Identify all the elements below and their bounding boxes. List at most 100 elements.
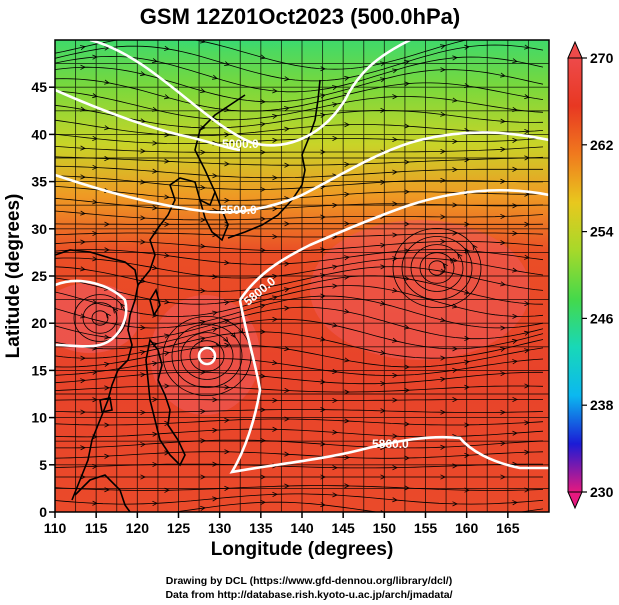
- streamline-arrow: [440, 317, 446, 323]
- y-tick-label: 25: [31, 268, 47, 284]
- streamline-arrow: [344, 454, 350, 460]
- streamline-arrow: [464, 44, 470, 50]
- streamline-arrow: [512, 313, 518, 319]
- streamline: [55, 223, 544, 225]
- streamline-arrow: [524, 383, 530, 389]
- streamline-arrow: [464, 384, 470, 390]
- streamline-arrow: [452, 97, 458, 103]
- streamline-arrow: [200, 125, 206, 131]
- streamline-arrow: [452, 167, 458, 173]
- contour-5800: [238, 188, 549, 301]
- colorbar-bottom-arrow: [567, 491, 583, 510]
- map-plot-area: 5000.0 5500.0 5800.0 5860.0: [55, 40, 549, 512]
- streamline-arrow: [380, 300, 386, 306]
- x-axis-label: Longitude (degrees): [211, 539, 394, 560]
- streamline-arrow: [500, 118, 506, 124]
- streamline-arrow: [105, 312, 111, 319]
- streamline-arrow: [404, 455, 410, 461]
- colorbar-tick-label: 262: [590, 137, 614, 153]
- streamline-arrow: [224, 417, 230, 423]
- warm-patch-west: [55, 283, 140, 353]
- streamline-arrow: [512, 359, 518, 365]
- streamline-arrow: [344, 389, 350, 395]
- streamline-arrow: [140, 325, 146, 331]
- streamline: [55, 165, 543, 179]
- streamline-arrow: [272, 137, 278, 143]
- streamline-arrow: [80, 45, 86, 51]
- streamline-arrow: [500, 346, 506, 352]
- streamline-arrow: [500, 409, 506, 415]
- x-axis-ticks: 110 115 120 125 130 135 140 145 150 155 160 165: [44, 512, 520, 536]
- streamline-arrow: [224, 221, 230, 227]
- colorbar-tick-label: 254: [590, 224, 614, 240]
- streamline-arrow: [332, 135, 338, 141]
- streamline-arrow: [404, 123, 410, 129]
- streamline-arrow: [272, 295, 278, 301]
- x-tick-label: 150: [373, 520, 397, 536]
- contour-5000-north: [55, 88, 241, 152]
- streamline-arrow: [440, 44, 446, 50]
- streamline-arrow: [512, 500, 518, 506]
- streamline-arrow: [260, 149, 266, 155]
- vortex-ring: [162, 315, 252, 396]
- streamline-arrow: [524, 94, 530, 100]
- vortex-ring: [91, 310, 109, 326]
- streamline-arrow: [284, 451, 290, 457]
- streamline-arrow: [272, 491, 278, 497]
- coast-philippines: [145, 338, 186, 467]
- streamline-arrow: [104, 361, 110, 367]
- streamline-arrow: [440, 376, 446, 382]
- streamline-arrow: [80, 355, 86, 361]
- streamline-arrow: [92, 135, 98, 141]
- streamline-arrow: [440, 214, 446, 220]
- streamline-arrow: [152, 361, 158, 367]
- streamline-arrow: [164, 158, 170, 164]
- streamline-arrow: [104, 334, 110, 340]
- contour-5000: [89, 40, 411, 147]
- streamline-arrow: [320, 293, 326, 299]
- typhoon-contour: [197, 346, 217, 366]
- streamline-arrow: [200, 40, 206, 44]
- streamline-arrow: [524, 300, 530, 307]
- streamline: [55, 40, 468, 70]
- streamline-arrow: [524, 420, 530, 426]
- streamline-arrow: [452, 138, 458, 144]
- streamline: [55, 306, 544, 340]
- streamline-arrow: [223, 336, 229, 343]
- streamline-arrow: [140, 239, 146, 245]
- streamline-arrow: [120, 303, 126, 309]
- streamline-arrow: [380, 242, 386, 248]
- streamline-arrow: [440, 474, 446, 480]
- streamline: [55, 409, 544, 413]
- streamline-arrow: [152, 168, 158, 174]
- coast-japan: [227, 79, 321, 239]
- streamline-arrow: [80, 174, 86, 180]
- coast-borneo: [74, 474, 131, 512]
- contour-5500: [55, 131, 549, 214]
- streamline: [55, 358, 544, 376]
- streamline-arrow: [224, 449, 230, 455]
- streamline-arrow: [332, 465, 338, 471]
- streamline-arrow: [344, 418, 350, 424]
- streamline-arrow: [212, 173, 218, 179]
- streamline-arrow: [260, 407, 266, 413]
- streamline-arrow: [320, 149, 326, 155]
- streamline-arrow: [320, 407, 326, 413]
- streamline: [55, 146, 544, 153]
- streamline-arrow: [392, 287, 398, 293]
- streamline-arrow: [512, 396, 518, 402]
- streamline-arrow: [140, 179, 146, 185]
- streamline-arrow: [404, 387, 410, 393]
- streamline-arrow: [164, 383, 170, 389]
- streamline-arrow: [104, 156, 110, 162]
- streamline-arrow: [272, 113, 278, 119]
- colorbar-tick-label: 270: [590, 50, 614, 66]
- streamline-arrow: [440, 148, 446, 154]
- streamline-arrow: [512, 267, 518, 273]
- streamline-arrow: [260, 329, 266, 335]
- y-tick-label: 40: [31, 126, 47, 142]
- contour-5800-east: [229, 299, 549, 474]
- streamline-arrow: [320, 474, 326, 480]
- streamline-arrow: [164, 194, 170, 200]
- x-tick-label: 145: [331, 520, 355, 536]
